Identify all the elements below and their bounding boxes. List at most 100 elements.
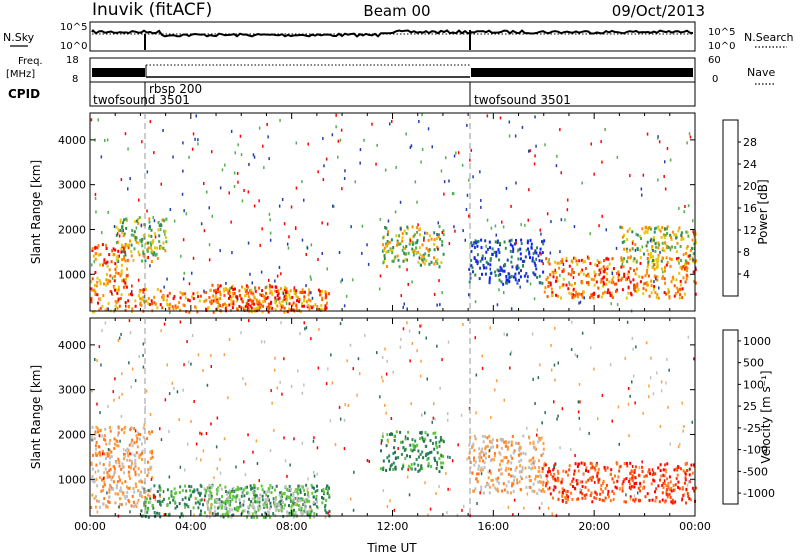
data-cell — [294, 510, 297, 514]
data-cell — [269, 238, 272, 242]
data-cell — [394, 210, 397, 214]
data-cell — [133, 441, 136, 445]
data-cell — [686, 483, 689, 487]
data-cell — [268, 511, 271, 514]
data-cell — [188, 155, 190, 159]
data-cell — [171, 305, 174, 309]
data-cell — [237, 506, 240, 510]
data-cell — [409, 359, 411, 363]
data-cell — [409, 239, 411, 243]
data-cell — [687, 204, 690, 208]
data-cell — [366, 243, 368, 247]
data-cell — [134, 304, 137, 308]
data-cell — [242, 509, 245, 513]
data-cell — [505, 186, 508, 190]
data-cell — [185, 503, 188, 507]
data-cell — [676, 290, 679, 294]
data-cell — [641, 245, 643, 249]
data-cell — [123, 257, 126, 261]
freq-tick-high: 18 — [66, 55, 79, 66]
data-cell — [416, 239, 419, 243]
data-cell — [113, 398, 115, 402]
data-cell — [401, 248, 404, 252]
data-cell — [529, 441, 532, 445]
y-tick-label: 3000 — [58, 384, 86, 397]
data-cell — [678, 271, 681, 275]
data-cell — [603, 268, 606, 272]
data-cell — [410, 467, 413, 471]
data-cell — [540, 252, 542, 256]
data-cell — [101, 434, 104, 438]
data-cell — [658, 228, 661, 232]
data-cell — [160, 224, 163, 228]
data-cell — [309, 299, 312, 303]
data-cell — [675, 467, 678, 471]
data-cell — [196, 291, 199, 295]
data-cell — [476, 253, 479, 257]
data-cell — [664, 266, 666, 270]
data-cell — [392, 468, 395, 471]
colorbar-tick-label: -500 — [743, 465, 768, 478]
data-cell — [487, 262, 490, 266]
data-cell — [641, 275, 644, 279]
data-cell — [164, 398, 167, 402]
data-cell — [139, 297, 142, 301]
data-cell — [507, 472, 510, 476]
data-cell — [193, 488, 196, 492]
data-cell — [231, 508, 234, 512]
data-cell — [322, 137, 324, 140]
data-cell — [454, 229, 456, 233]
data-cell — [505, 466, 507, 470]
data-cell — [472, 242, 475, 246]
data-cell — [266, 497, 269, 501]
data-cell — [621, 489, 624, 493]
data-cell — [438, 457, 441, 461]
data-cell — [542, 487, 544, 491]
data-cell — [102, 463, 105, 467]
data-cell — [147, 302, 150, 305]
data-cell — [478, 447, 481, 451]
data-cell — [594, 274, 596, 278]
data-cell — [477, 472, 480, 476]
data-cell — [151, 430, 153, 434]
data-cell — [504, 468, 507, 472]
data-cell — [176, 390, 179, 394]
data-cell — [178, 502, 181, 506]
data-cell — [510, 274, 513, 278]
data-cell — [554, 477, 557, 481]
data-cell — [633, 470, 636, 474]
data-cell — [665, 381, 667, 385]
data-cell — [623, 274, 626, 278]
data-cell — [500, 267, 503, 271]
data-cell — [506, 258, 509, 262]
data-cell — [511, 435, 514, 438]
data-cell — [240, 494, 243, 498]
data-cell — [140, 303, 143, 307]
data-cell — [685, 501, 687, 505]
data-cell — [556, 417, 558, 421]
data-cell — [528, 475, 531, 478]
data-cell — [252, 504, 255, 508]
data-cell — [516, 280, 519, 284]
data-cell — [267, 310, 270, 314]
data-cell — [388, 240, 391, 244]
data-cell — [685, 230, 688, 234]
data-cell — [519, 445, 522, 449]
data-cell — [598, 261, 601, 265]
cpid-label: CPID — [8, 87, 40, 101]
data-cell — [180, 512, 183, 516]
data-cell — [262, 144, 264, 148]
data-cell — [565, 490, 568, 494]
data-cell — [573, 256, 575, 260]
data-cell — [283, 222, 286, 226]
data-cell — [540, 489, 543, 493]
data-cell — [671, 501, 674, 505]
data-cell — [135, 485, 138, 488]
data-cell — [556, 469, 559, 473]
data-cell — [637, 491, 639, 495]
data-cell — [620, 256, 623, 260]
data-cell — [643, 475, 646, 479]
data-cell — [130, 292, 132, 296]
data-cell — [94, 451, 97, 455]
data-cell — [260, 303, 263, 307]
